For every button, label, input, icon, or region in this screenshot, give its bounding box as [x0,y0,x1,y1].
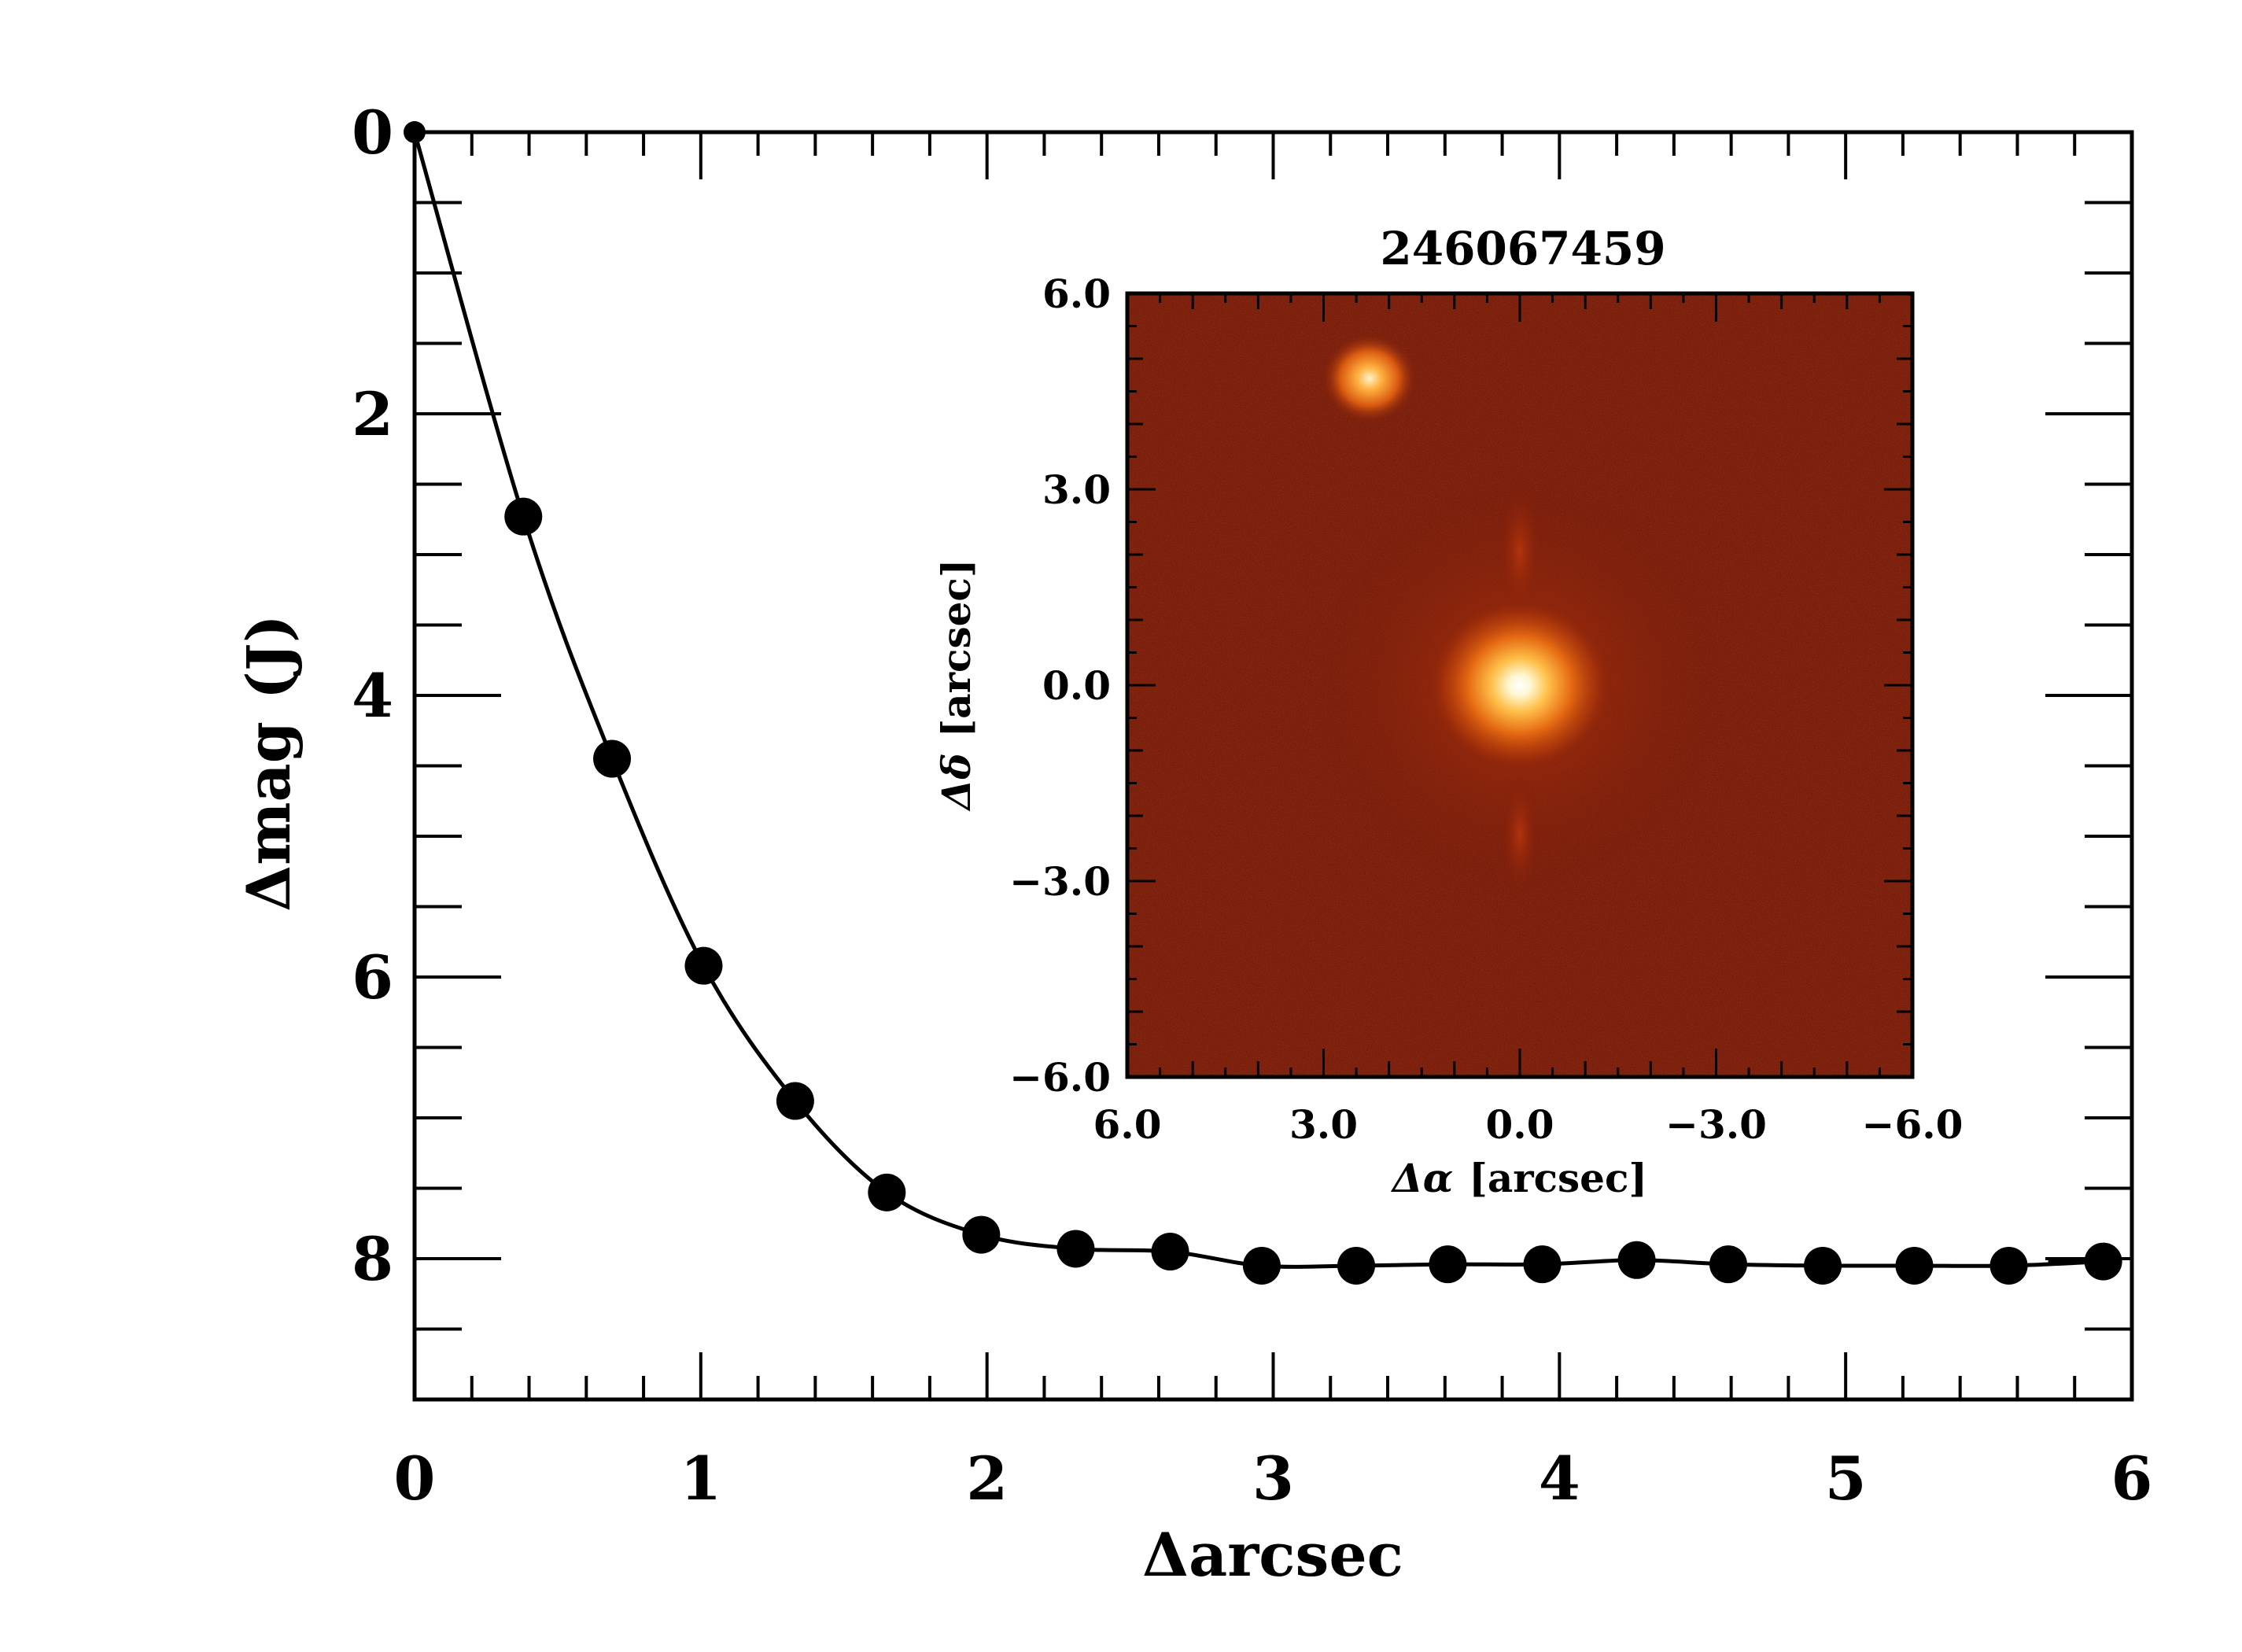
y-tick-label: 2 [352,379,393,449]
x-tick-label: 5 [1825,1444,1867,1514]
contrast-curve-plot: 0 1 2 3 4 5 6 0 2 4 6 8 Δarcsec Δmag (J) [234,98,2152,1590]
diffraction-spike [1499,772,1540,898]
x-tick-label: 1 [680,1444,721,1514]
inset-y-tick-label: 0.0 [1042,662,1111,709]
data-point [1804,1246,1842,1285]
main-y-axis-label-quantity: Δmag [234,721,304,912]
data-point [593,739,632,778]
data-point [1989,1246,2028,1285]
primary-star [1425,597,1614,773]
y-tick-label: 4 [352,661,393,731]
data-point [1523,1245,1562,1284]
main-y-axis-label: Δmag (J) [234,614,304,912]
data-point [962,1215,1001,1254]
inset-y-tick-label: 3.0 [1042,466,1111,513]
main-plot-frame [412,130,2134,1402]
diffraction-spike [1496,481,1543,622]
inset-x-axis-unit: [arcsec] [1469,1155,1647,1201]
inset-x-tick-label: 6.0 [1093,1101,1162,1148]
main-y-axis-label-band: (J) [234,614,304,699]
inset-image-panel: 246067459 6.0 3.0 0.0 −3.0 −6.0 −6.0 −3.0 0.0 3… [933,222,1963,1201]
inset-x-axis-label: Δα [arcsec] [1390,1155,1647,1201]
data-point [776,1082,814,1120]
data-point [1895,1246,1934,1285]
x-tick-label: 6 [2111,1444,2153,1514]
data-point [1151,1233,1189,1271]
x-tick-label: 3 [1252,1444,1294,1514]
main-x-axis-label: Δarcsec [1142,1520,1403,1590]
inset-y-tick-labels: −6.0 −3.0 0.0 3.0 6.0 [1009,271,1111,1101]
inset-y-axis-symbol: Δδ [933,753,979,812]
companion-star [1320,332,1418,424]
inset-axis-ticks [1126,292,1914,1079]
inset-x-tick-label: −3.0 [1665,1101,1767,1148]
inset-x-tick-labels: 6.0 3.0 0.0 −3.0 −6.0 [1093,1101,1964,1148]
inset-y-tick-label: −3.0 [1009,858,1111,905]
inset-sources [1315,332,1724,898]
inset-image [1127,293,1912,1077]
inset-x-axis-symbol: Δα [1390,1155,1453,1201]
inset-x-tick-label: −6.0 [1862,1101,1964,1148]
data-point [1242,1246,1281,1285]
y-tick-label: 6 [352,942,393,1012]
data-point [1429,1245,1467,1284]
inset-y-axis-unit: [arcsec] [933,559,979,737]
x-tick-label: 4 [1539,1444,1580,1514]
contrast-curve-points [404,121,2122,1285]
data-point [684,946,723,985]
main-y-tick-labels: 0 2 4 6 8 [352,98,393,1294]
data-point [868,1173,906,1211]
inset-x-tick-label: 3.0 [1289,1101,1358,1148]
data-point [504,497,543,536]
y-tick-label: 0 [352,98,393,168]
data-point [2084,1242,2122,1281]
x-tick-label: 0 [394,1444,436,1514]
y-tick-label: 8 [352,1224,393,1294]
data-point [1709,1245,1747,1284]
inset-y-tick-label: −6.0 [1009,1054,1111,1101]
main-x-tick-labels: 0 1 2 3 4 5 6 [394,1444,2153,1514]
inset-y-tick-label: 6.0 [1042,271,1111,317]
data-point [1056,1230,1095,1268]
inset-x-tick-label: 0.0 [1486,1101,1554,1148]
inset-title: 246067459 [1380,222,1665,275]
data-point [1337,1246,1376,1285]
data-point [1617,1241,1656,1279]
x-tick-label: 2 [966,1444,1008,1514]
inset-y-axis-label: Δδ [arcsec] [933,559,979,812]
